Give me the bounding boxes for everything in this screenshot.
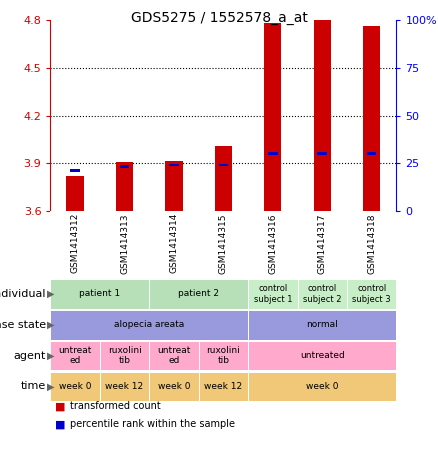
Bar	[219, 164, 228, 166]
Text: control
subject 3: control subject 3	[352, 284, 391, 304]
Text: GSM1414315: GSM1414315	[219, 213, 228, 274]
Bar	[314, 19, 331, 211]
Text: ruxolini
tib: ruxolini tib	[206, 346, 240, 365]
Bar	[67, 176, 84, 211]
Bar	[264, 23, 282, 211]
Bar	[169, 164, 179, 166]
Text: GSM1414313: GSM1414313	[120, 213, 129, 274]
Bar	[149, 279, 248, 309]
Text: time: time	[21, 381, 46, 391]
Bar	[149, 371, 199, 401]
Text: control
subject 1: control subject 1	[254, 284, 292, 304]
Bar	[367, 152, 376, 155]
Text: GSM1414314: GSM1414314	[170, 213, 178, 274]
Bar	[50, 279, 149, 309]
Text: individual: individual	[0, 289, 46, 299]
Text: ▶: ▶	[47, 320, 55, 330]
Bar	[199, 371, 248, 401]
Bar	[50, 341, 100, 371]
Bar	[71, 169, 80, 172]
Text: untreat
ed: untreat ed	[157, 346, 191, 365]
Text: agent: agent	[14, 351, 46, 361]
Text: ▶: ▶	[47, 351, 55, 361]
Text: week 0: week 0	[59, 382, 92, 391]
Text: control
subject 2: control subject 2	[303, 284, 342, 304]
Bar	[149, 341, 199, 371]
Text: GSM1414318: GSM1414318	[367, 213, 376, 274]
Bar	[248, 341, 396, 371]
Bar	[363, 26, 380, 211]
Text: percentile rank within the sample: percentile rank within the sample	[70, 419, 235, 429]
Bar	[347, 279, 396, 309]
Bar	[215, 146, 232, 211]
Bar	[100, 371, 149, 401]
Text: ■: ■	[55, 419, 65, 429]
Text: ▶: ▶	[47, 381, 55, 391]
Bar	[297, 279, 347, 309]
Bar	[100, 341, 149, 371]
Text: patient 2: patient 2	[178, 289, 219, 299]
Bar	[50, 371, 100, 401]
Bar	[248, 279, 297, 309]
Text: untreat
ed: untreat ed	[58, 346, 92, 365]
Text: ▶: ▶	[47, 289, 55, 299]
Text: untreated: untreated	[300, 351, 345, 360]
Text: week 12: week 12	[204, 382, 243, 391]
Bar	[165, 161, 183, 211]
Text: week 12: week 12	[106, 382, 144, 391]
Text: GSM1414317: GSM1414317	[318, 213, 327, 274]
Bar	[50, 310, 248, 340]
Bar	[318, 152, 327, 155]
Text: disease state: disease state	[0, 320, 46, 330]
Text: week 0: week 0	[158, 382, 190, 391]
Bar	[120, 165, 129, 169]
Text: ruxolini
tib: ruxolini tib	[108, 346, 141, 365]
Text: GDS5275 / 1552578_a_at: GDS5275 / 1552578_a_at	[131, 11, 307, 25]
Text: ■: ■	[55, 401, 65, 411]
Text: GSM1414312: GSM1414312	[71, 213, 80, 274]
Text: GSM1414316: GSM1414316	[268, 213, 277, 274]
Text: week 0: week 0	[306, 382, 339, 391]
Text: normal: normal	[306, 320, 338, 329]
Bar	[248, 371, 396, 401]
Bar	[268, 152, 278, 155]
Text: transformed count: transformed count	[70, 401, 161, 411]
Bar	[248, 310, 396, 340]
Bar	[116, 162, 133, 211]
Bar	[199, 341, 248, 371]
Text: alopecia areata: alopecia areata	[114, 320, 184, 329]
Text: patient 1: patient 1	[79, 289, 120, 299]
